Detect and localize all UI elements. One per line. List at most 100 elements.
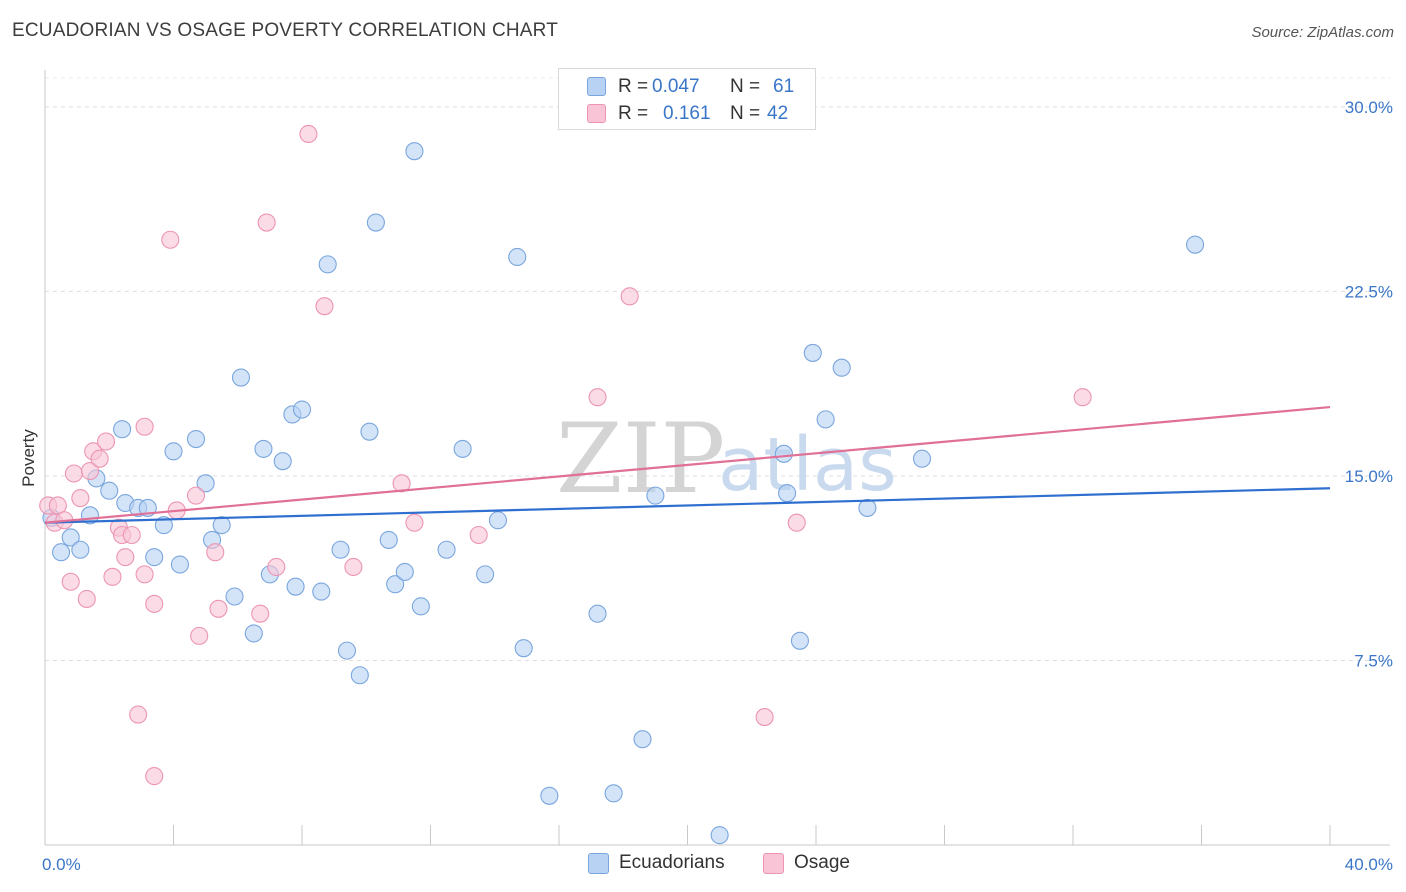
osage-point [116, 548, 135, 567]
osage-point [344, 557, 363, 577]
ecuadorians-point [113, 420, 132, 439]
osage-point [71, 489, 90, 508]
y-axis-label: Poverty [19, 429, 38, 487]
osage-point [77, 589, 96, 609]
ecuadorians-point [212, 516, 231, 535]
stats-legend: R = 0.047 N = 61 R = 0.161 N = 42 [558, 68, 816, 130]
ecuadorians-point [437, 540, 456, 559]
n-value: 61 [773, 76, 795, 97]
watermark: ZIP atlas [556, 403, 897, 515]
r-value: 0.161 [663, 103, 711, 124]
ecuadorians-point [386, 575, 405, 594]
ecuadorians-legend-swatch [588, 853, 609, 874]
osage-point [103, 567, 122, 586]
ecuadorians-point [508, 247, 527, 267]
r-value: 0.047 [652, 76, 700, 97]
osage-point [1073, 388, 1092, 407]
ecuadorians-point [170, 555, 189, 574]
osage-trend-line [44, 405, 1331, 524]
osage-point [135, 565, 154, 584]
y-tick-label: 15.0% [1345, 467, 1393, 486]
ecuadorians-point [588, 604, 607, 623]
ecuadorians-point [331, 540, 350, 559]
n-label: N = [730, 103, 761, 124]
ecuadorians-point [360, 422, 379, 441]
osage-point [787, 513, 806, 532]
ecuadorians-point [476, 565, 495, 584]
ecuadorians-point [318, 255, 337, 274]
ecuadorians-legend-label: Ecuadorians [619, 852, 725, 873]
ecuadorians-point [710, 826, 729, 845]
osage-point [61, 572, 80, 591]
chart-title: ECUADORIAN VS OSAGE POVERTY CORRELATION … [12, 20, 559, 41]
osage-legend-swatch [763, 853, 784, 874]
y-tick-label: 7.5% [1354, 651, 1393, 670]
ecuadorians-point [816, 410, 835, 429]
ecuadorians-point [405, 142, 424, 161]
ecuadorians-point [912, 449, 932, 468]
osage-point [588, 388, 607, 407]
ecuadorians-point [244, 624, 263, 643]
ecuadorians-point [145, 548, 164, 567]
osage-point [257, 213, 276, 232]
tick-labels: 7.5% 15.0% 22.5% 30.0% 0.0% 40.0% [42, 98, 1393, 874]
watermark-atlas: atlas [718, 422, 897, 508]
ecuadorians-point [186, 429, 206, 449]
osage-point [209, 599, 228, 618]
ecuadorians-point [540, 786, 559, 805]
osage-point [251, 604, 270, 623]
osage-point [129, 705, 148, 724]
ecuadorians-point [154, 516, 173, 535]
trend-lines [44, 405, 1331, 524]
ecuadorians-point [646, 486, 665, 505]
ecuadorians-point [100, 481, 119, 500]
n-value: 42 [767, 103, 789, 124]
ecuadorians-point [858, 498, 877, 517]
y-tick-label: 22.5% [1345, 282, 1393, 301]
source-label: Source: ZipAtlas.com [1251, 24, 1394, 41]
ecuadorians-point [71, 540, 90, 559]
axes [44, 70, 1390, 846]
osage-point [315, 297, 334, 316]
ecuadorians-point [453, 439, 472, 458]
osage-point [90, 449, 109, 468]
ecuadorians-point [286, 577, 305, 596]
osage-point [469, 525, 488, 545]
osage-point [64, 464, 83, 483]
osage-point [755, 708, 774, 727]
osage-point [122, 525, 141, 545]
osage-point [145, 594, 164, 613]
osage-legend-label: Osage [794, 852, 850, 873]
ecuadorians-point [514, 639, 533, 658]
osage-point [186, 486, 206, 505]
osage-point [190, 626, 209, 645]
ecuadorians-point [61, 528, 80, 547]
ecuadorians-point [254, 439, 273, 458]
ecuadorians-point [633, 730, 652, 749]
r-label: R = [618, 103, 649, 124]
ecuadorians-point [231, 368, 251, 387]
x-tick-label: 0.0% [42, 855, 81, 874]
y-tick-label: 30.0% [1345, 98, 1393, 117]
ecuadorians-point [488, 511, 508, 530]
osage-point [135, 417, 154, 436]
legend-row-osage: R = 0.161 N = 42 [559, 100, 815, 127]
ecuadorians-point [411, 597, 430, 616]
ecuadorians-swatch [587, 77, 606, 96]
ecuadorians-point [273, 452, 292, 471]
gridlines [45, 77, 1390, 661]
osage-point [267, 557, 286, 577]
ecuadorians-point [395, 562, 414, 581]
ecuadorians-point [790, 631, 809, 650]
ecuadorians-point [379, 530, 398, 549]
ecuadorians-point [292, 400, 312, 419]
osage-point [392, 474, 411, 493]
ecuadorians-point [366, 213, 385, 232]
osage-point [206, 543, 225, 562]
osage-swatch [587, 104, 606, 123]
ecuadorians-point [164, 442, 183, 461]
osage-point [620, 287, 639, 306]
ecuadorians-point [604, 784, 623, 803]
ecuadorians-point [803, 343, 822, 362]
